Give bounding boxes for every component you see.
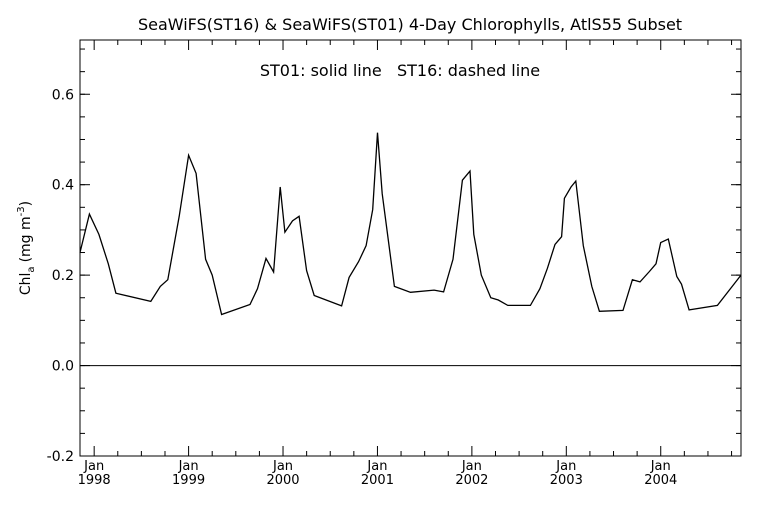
x-tick-month: Jan	[178, 459, 199, 474]
x-tick-year: 1998	[78, 473, 111, 488]
plot-frame	[79, 39, 742, 457]
y-tick-label: 0.6	[52, 87, 74, 103]
chart-title: SeaWiFS(ST16) & SeaWiFS(ST01) 4-Day Chlo…	[138, 15, 682, 34]
x-tick-year: 2001	[361, 473, 394, 488]
y-axis-label-main: Chl	[18, 273, 34, 296]
legend-annotation: ST01: solid line ST16: dashed line	[260, 61, 540, 80]
x-tick-year: 2000	[266, 473, 299, 488]
y-axis-label-close: )	[18, 201, 34, 206]
x-tick-year: 2002	[455, 473, 488, 488]
y-axis-ticks: -0.2 0.0 0.2 0.4 0.6	[47, 48, 741, 465]
y-tick-label: 0.2	[52, 268, 74, 284]
x-tick-month: Jan	[650, 459, 671, 474]
y-axis-label: Chla (mg m-3)	[16, 201, 37, 295]
y-axis-label-subscript: a	[26, 266, 37, 272]
y-axis-label-exponent: -3	[16, 206, 27, 216]
x-tick-year: 2004	[644, 473, 677, 488]
y-tick-label: -0.2	[47, 449, 74, 465]
series-group	[79, 132, 742, 316]
x-tick-month: Jan	[83, 459, 104, 474]
x-tick-month: Jan	[555, 459, 576, 474]
y-tick-label: 0.4	[52, 178, 74, 194]
x-tick-year: 1999	[172, 473, 205, 488]
y-tick-label: 0.0	[52, 359, 74, 375]
x-tick-month: Jan	[366, 459, 387, 474]
x-axis-ticks: Jan1998Jan1999Jan2000Jan2001Jan2002Jan20…	[78, 40, 733, 488]
x-tick-month: Jan	[272, 459, 293, 474]
x-tick-year: 2003	[550, 473, 583, 488]
x-tick-month: Jan	[461, 459, 482, 474]
y-axis-label-units: (mg m	[18, 216, 34, 262]
series-line-st01	[79, 132, 742, 316]
